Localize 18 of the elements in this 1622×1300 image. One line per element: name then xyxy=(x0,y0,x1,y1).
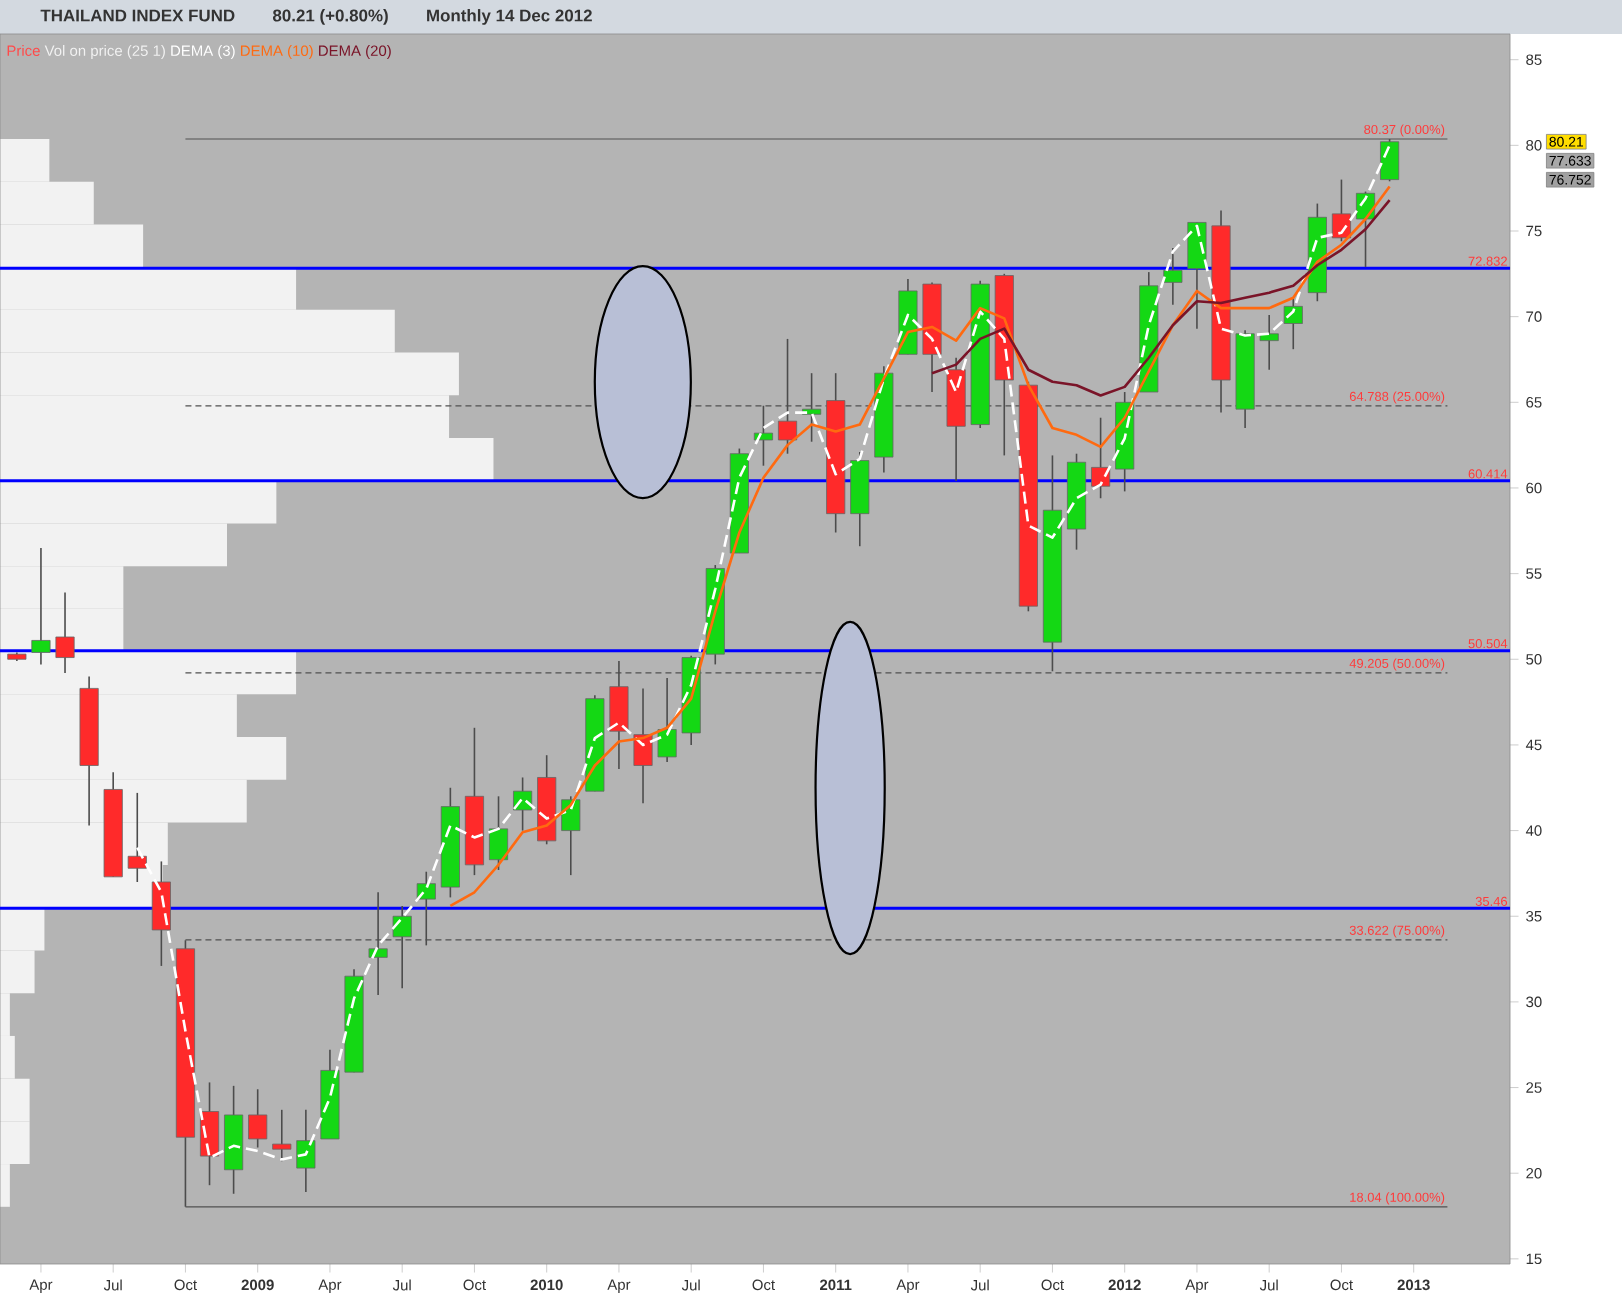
candlestick xyxy=(1163,247,1183,306)
candlestick xyxy=(296,1109,316,1193)
candlestick xyxy=(127,792,147,883)
candlestick xyxy=(31,547,51,666)
chart-subtitle: 80.21 (+0.80%) xyxy=(272,9,388,25)
candlestick xyxy=(488,795,509,871)
line-series xyxy=(930,198,1391,397)
candlestick xyxy=(561,795,581,876)
candlestick xyxy=(272,1109,292,1163)
candlestick xyxy=(1331,178,1351,243)
candlestick xyxy=(55,591,75,674)
text: Monthly 14 Dec 2012 xyxy=(427,9,592,25)
candlestick xyxy=(657,677,677,763)
candlestick xyxy=(1187,221,1207,330)
candlestick xyxy=(151,860,171,967)
chart-title: THAILAND INDEX FUND xyxy=(40,9,235,22)
candlestick xyxy=(248,1088,268,1149)
candlestick xyxy=(1259,314,1279,371)
